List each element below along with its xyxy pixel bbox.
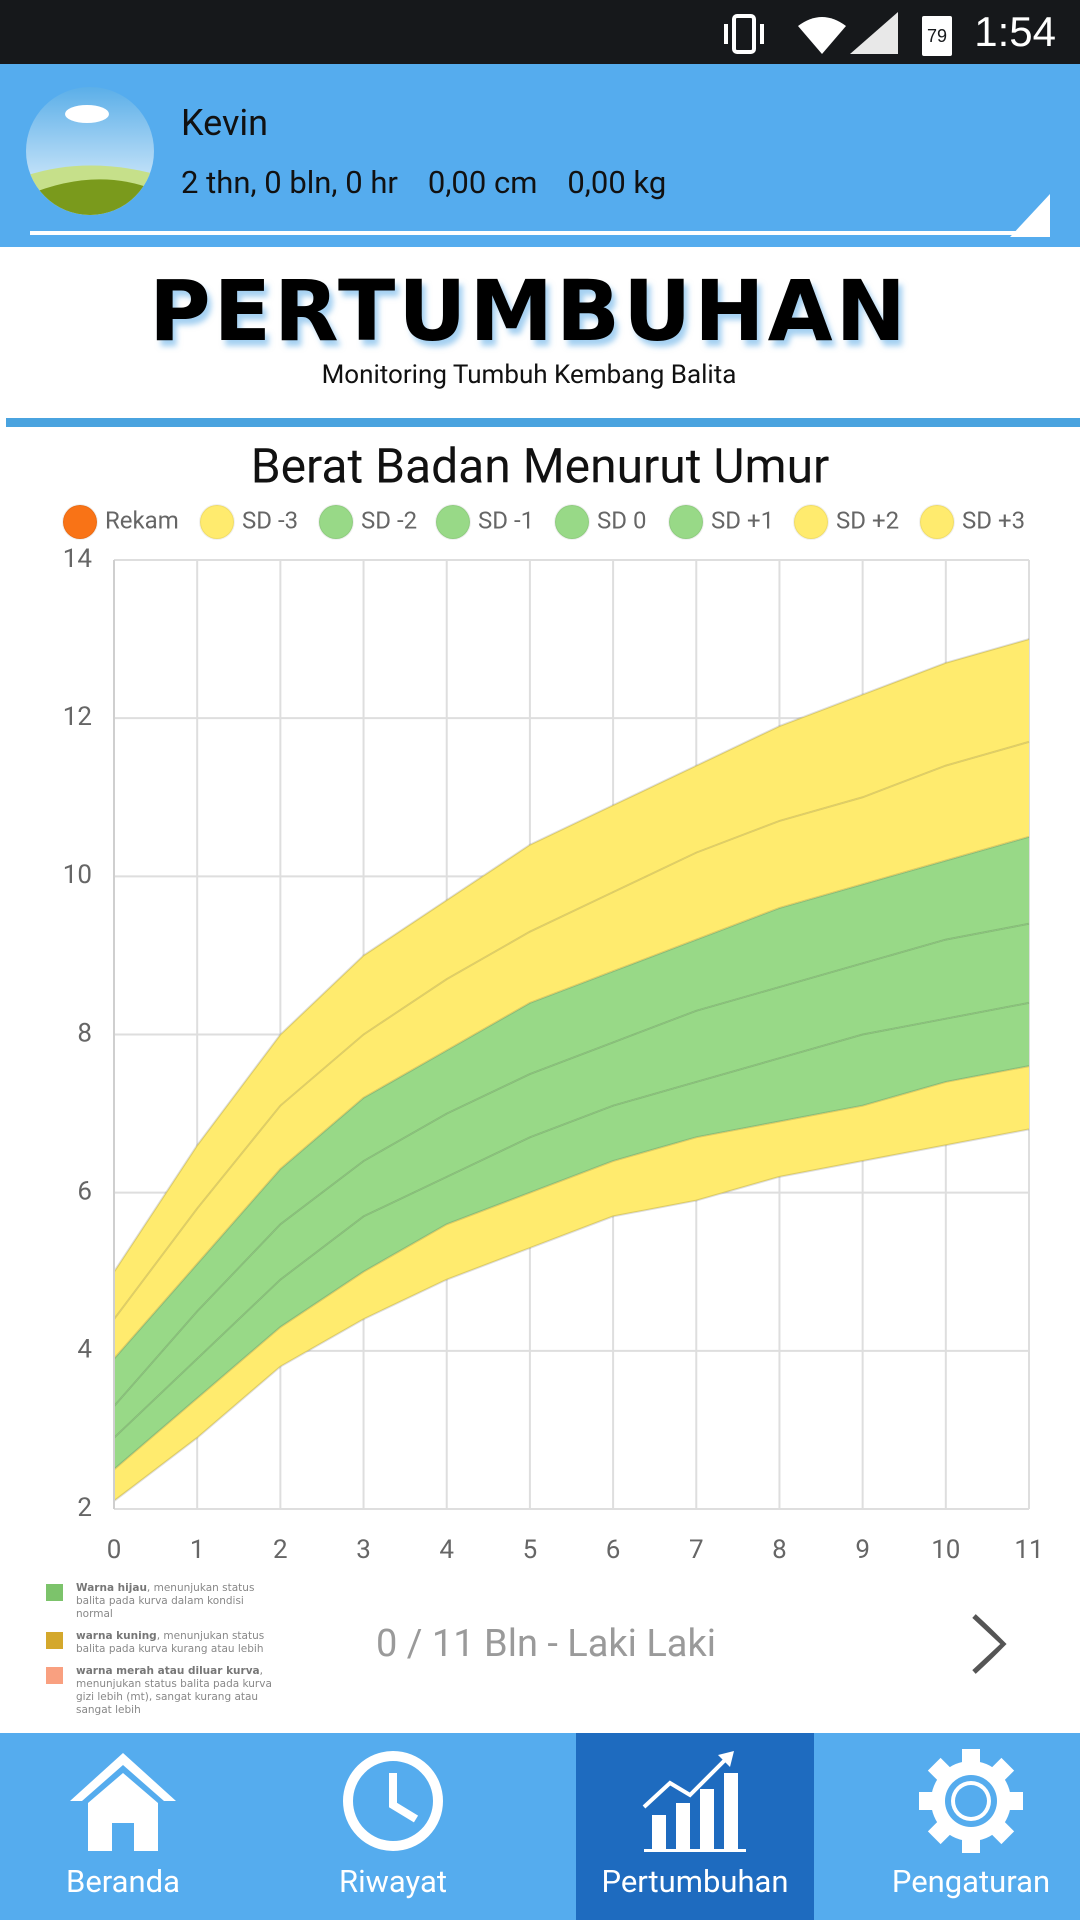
legend-swatch [919,504,955,540]
note-text: , menunjukan status balita pada kurva ku… [76,1630,265,1655]
bottom-nav: Beranda Riwayat Pertumbuhan Pengaturan [0,1733,1080,1920]
note-text: , menunjukan status balita pada kurva da… [76,1582,255,1620]
x-tick-label: 8 [772,1535,787,1565]
x-tick-label: 7 [689,1535,704,1565]
battery-level: 79 [927,26,947,46]
series-line [113,638,1030,1273]
status-icons: 79 [724,12,952,56]
x-tick-label: 9 [855,1535,870,1565]
band [114,1002,1029,1470]
legend-label: SD +2 [836,506,899,534]
y-tick-label: 8 [77,1018,92,1048]
nav-tab[interactable]: Pengaturan [860,1733,1080,1920]
page-title: PERTUMBUHAN [149,262,909,360]
band [114,1066,1029,1502]
x-tick-label: 10 [931,1535,960,1565]
legend-swatch [435,504,471,540]
nav-tab-active[interactable]: Pertumbuhan [576,1733,814,1920]
status-bar: 79 1:54 [0,0,1080,64]
y-tick-label: 6 [77,1177,92,1207]
note-swatch [46,1632,63,1649]
y-tick-label: 10 [63,860,92,890]
legend-label: SD -2 [361,506,417,534]
y-tick-label: 12 [63,702,92,732]
series-line [113,835,1030,1360]
note: Warna hijau, menunjukan status balita pa… [46,1582,276,1621]
note-swatch [46,1667,63,1684]
page-subtitle: Monitoring Tumbuh Kembang Balita [321,360,737,390]
band [114,741,1029,1359]
band [114,923,1029,1438]
nav-label: Beranda [66,1863,180,1900]
profile-header[interactable]: Kevin 2 thn, 0 bln, 0 hr 0,00 cm 0,00 kg [0,64,1080,247]
x-tick-label: 11 [1014,1535,1043,1565]
legend-swatch [793,504,829,540]
clock: 1:54 [974,8,1056,55]
legend-label: SD +1 [711,506,774,534]
age: 2 thn, 0 bln, 0 hr [181,164,398,201]
child-name: Kevin [181,102,269,144]
chart-icon [642,1751,746,1852]
note-bold: Warna hijau [76,1582,147,1594]
home-icon [70,1753,176,1851]
nav-label: Pertumbuhan [601,1863,789,1900]
legend-label: SD +3 [962,506,1025,534]
x-tick-label: 0 [107,1535,122,1565]
y-tick-label: 14 [63,544,93,574]
series-line [113,922,1030,1407]
legend-label: Rekam [105,506,179,534]
series-line [113,1001,1030,1439]
note-bold: warna kuning [76,1630,157,1642]
y-tick-label: 4 [77,1335,92,1365]
legend-swatch [668,504,704,540]
legend-swatch [62,504,98,540]
underline [30,231,1040,235]
clock-icon [343,1751,443,1851]
legend-swatch [199,504,235,540]
nav-label: Pengaturan [891,1863,1051,1900]
avatar [26,87,154,215]
note: warna merah atau diluar kurva, menunjuka… [46,1665,276,1717]
x-tick-label: 2 [273,1535,288,1565]
y-tick-label: 2 [77,1493,92,1523]
x-tick-label: 3 [356,1535,371,1565]
legend-label: SD -1 [478,506,534,534]
x-tick-label: 4 [439,1535,454,1565]
chart-title: Berat Badan Menurut Umur [251,438,830,495]
child-info: 2 thn, 0 bln, 0 hr 0,00 cm 0,00 kg [181,164,696,201]
nav-label: Riwayat [338,1863,447,1900]
weight: 0,00 kg [567,164,667,201]
height: 0,00 cm [427,164,538,201]
legend-label: SD 0 [597,506,646,534]
series-line [113,740,1030,1320]
note-bold: warna merah atau diluar kurva [76,1665,260,1677]
band [114,836,1029,1407]
legend-label: SD -3 [242,506,298,534]
series-line [113,1065,1030,1471]
legend-notes: Warna hijau, menunjukan status balita pa… [46,1582,276,1726]
next-button[interactable] [968,1612,1010,1676]
x-tick-label: 6 [606,1535,621,1565]
series-line [113,1128,1030,1502]
band [114,639,1029,1320]
nav-tab[interactable]: Riwayat [270,1733,516,1920]
legend-swatch [554,504,590,540]
note-swatch [46,1584,63,1601]
legend-swatch [318,504,354,540]
pager-label: 0 / 11 Bln - Laki Laki [376,1622,716,1666]
corner-triangle [1010,194,1050,237]
divider [6,418,1080,427]
nav-tab[interactable]: Beranda [0,1733,246,1920]
x-tick-label: 1 [190,1535,205,1565]
note: warna kuning, menunjukan status balita p… [46,1630,276,1656]
chart: Berat Badan Menurut Umur Rekam SD -3 SD -2… [62,438,1044,1565]
gear-icon [919,1749,1023,1853]
x-tick-label: 5 [523,1535,538,1565]
note-text: , menunjukan status balita pada kurva gi… [76,1665,272,1716]
